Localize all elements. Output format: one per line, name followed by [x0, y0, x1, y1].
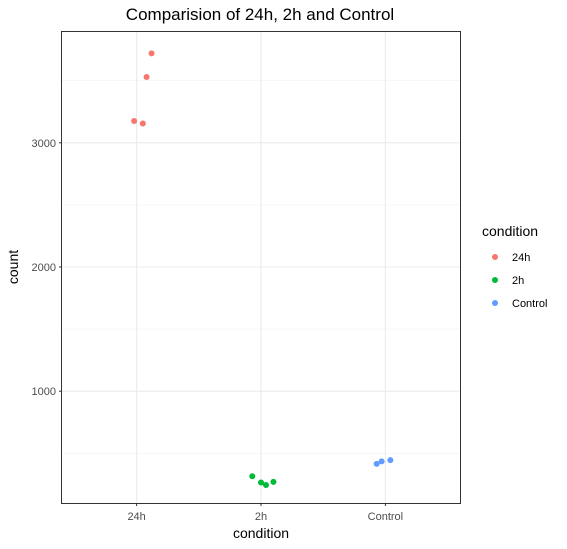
- major-gridlines: [62, 31, 460, 503]
- legend-title: condition: [482, 223, 538, 239]
- legend-key: [492, 277, 498, 283]
- x-tick-label: 2h: [255, 511, 267, 523]
- y-tick-label: 2000: [32, 262, 56, 274]
- legend-label: 2h: [512, 275, 524, 287]
- x-tick-label: Control: [368, 511, 403, 523]
- x-tick-label: 24h: [127, 511, 145, 523]
- data-point: [249, 473, 256, 480]
- data-point: [148, 50, 155, 57]
- data-point: [143, 73, 150, 80]
- legend-label: 24h: [512, 252, 530, 264]
- data-point: [373, 460, 380, 467]
- legend: condition 24h 2h Control: [482, 223, 547, 310]
- legend-label: Control: [512, 298, 547, 310]
- y-axis-title: count: [5, 250, 21, 284]
- data-points: [131, 50, 394, 488]
- chart-title: Comparision of 24h, 2h and Control: [126, 5, 394, 24]
- x-axis: 24h 2h Control: [127, 503, 403, 523]
- data-point: [258, 479, 264, 486]
- data-point: [262, 481, 269, 488]
- y-tick-label: 3000: [32, 138, 56, 150]
- data-point: [139, 120, 146, 127]
- legend-key: [492, 300, 498, 306]
- legend-key: [492, 254, 498, 260]
- y-axis: 1000 2000 3000: [32, 138, 62, 398]
- data-point: [378, 458, 385, 465]
- data-point: [131, 118, 138, 125]
- y-tick-label: 1000: [32, 386, 56, 398]
- data-point: [387, 457, 394, 464]
- data-point: [270, 478, 277, 485]
- x-axis-title: condition: [233, 525, 289, 541]
